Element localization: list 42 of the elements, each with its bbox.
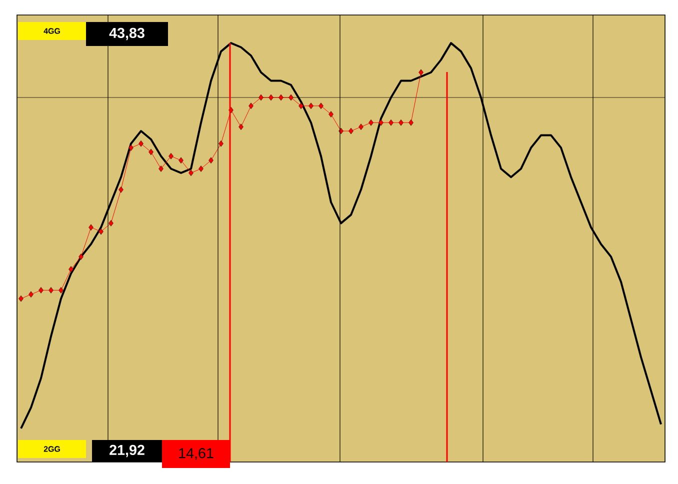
point	[238, 124, 244, 130]
point	[148, 148, 154, 156]
point	[318, 102, 324, 110]
point	[58, 287, 64, 294]
point	[188, 170, 194, 176]
point	[88, 224, 94, 231]
point	[38, 287, 44, 294]
point	[408, 120, 414, 126]
point	[288, 94, 294, 101]
point	[398, 120, 404, 126]
point	[298, 102, 304, 110]
point	[28, 291, 34, 298]
point	[218, 140, 224, 147]
annotation: 14,61	[179, 448, 214, 460]
point	[98, 228, 104, 235]
point	[138, 140, 144, 147]
point	[368, 120, 374, 126]
point	[378, 120, 384, 126]
point	[78, 254, 84, 260]
point	[328, 111, 334, 118]
point	[278, 94, 284, 101]
point	[178, 157, 184, 164]
point	[68, 266, 74, 272]
point	[388, 120, 394, 126]
point	[48, 287, 54, 294]
point	[18, 295, 24, 302]
point	[258, 94, 264, 101]
point	[118, 186, 124, 193]
point	[308, 102, 314, 110]
text: 43,83	[109, 28, 144, 40]
annotation: 21,92	[110, 444, 144, 458]
point	[348, 128, 354, 134]
point	[208, 157, 214, 164]
point	[128, 144, 134, 151]
point	[358, 124, 364, 130]
point	[108, 220, 114, 226]
point	[198, 166, 204, 172]
point	[168, 153, 174, 160]
point	[158, 166, 164, 172]
point	[248, 102, 254, 110]
point	[268, 94, 274, 101]
point	[418, 69, 424, 76]
